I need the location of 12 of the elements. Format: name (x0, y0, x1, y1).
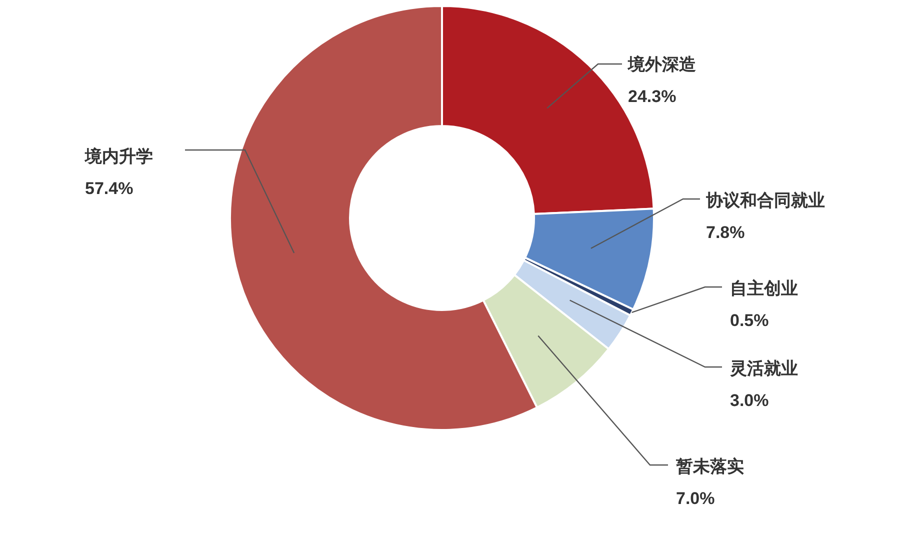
slice-label: 境外深造 (627, 55, 696, 74)
slice-label: 灵活就业 (730, 359, 798, 378)
slice-label: 协议和合同就业 (705, 191, 825, 210)
slice-label: 境内升学 (84, 147, 153, 166)
data-label: 3.0% (730, 391, 769, 410)
data-label: 0.5% (730, 311, 769, 330)
slice-label: 暂未落实 (675, 457, 744, 476)
data-label: 7.8% (706, 223, 745, 242)
slice-label: 自主创业 (730, 279, 798, 298)
data-label: 7.0% (676, 489, 715, 508)
data-label: 57.4% (85, 179, 134, 198)
data-label: 24.3% (628, 87, 676, 106)
